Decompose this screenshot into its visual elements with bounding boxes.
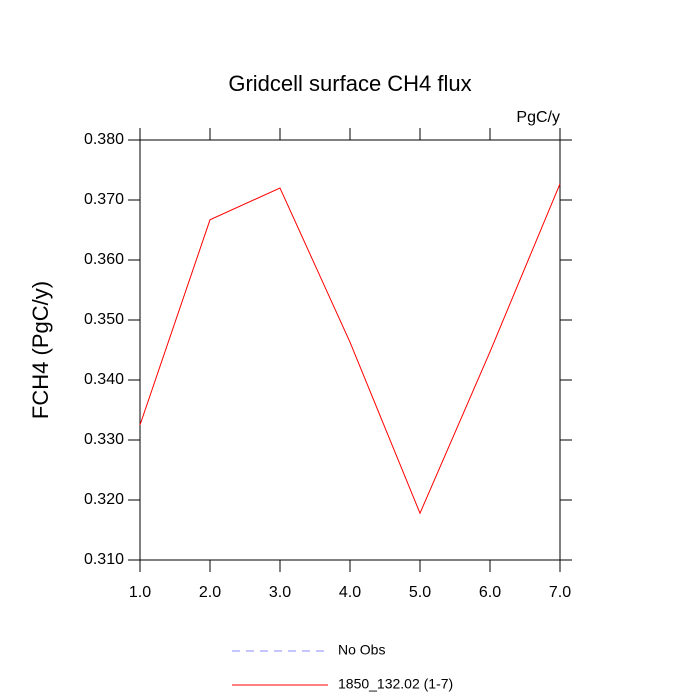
x-tick-label: 2.0 [199, 584, 221, 601]
x-tick-label: 7.0 [549, 584, 571, 601]
x-tick-label: 3.0 [269, 584, 291, 601]
y-tick-label: 0.360 [84, 251, 124, 268]
units-label: PgC/y [516, 109, 560, 126]
y-axis-label: FCH4 (PgC/y) [28, 281, 53, 419]
legend-label: 1850_132.02 (1-7) [338, 676, 453, 692]
data-line [139, 183, 561, 515]
y-tick-label: 0.350 [84, 311, 124, 328]
y-tick-label: 0.380 [84, 131, 124, 148]
chart-title: Gridcell surface CH4 flux [228, 71, 471, 96]
y-tick-label: 0.320 [84, 491, 124, 508]
y-tick-label: 0.330 [84, 431, 124, 448]
x-tick-label: 4.0 [339, 584, 361, 601]
x-tick-label: 5.0 [409, 584, 431, 601]
legend-label: No Obs [338, 642, 385, 658]
plot-frame [139, 139, 561, 561]
y-tick-label: 0.310 [84, 551, 124, 568]
y-tick-label: 0.370 [84, 191, 124, 208]
x-tick-label: 6.0 [479, 584, 501, 601]
x-tick-label: 1.0 [129, 584, 151, 601]
y-tick-label: 0.340 [84, 371, 124, 388]
